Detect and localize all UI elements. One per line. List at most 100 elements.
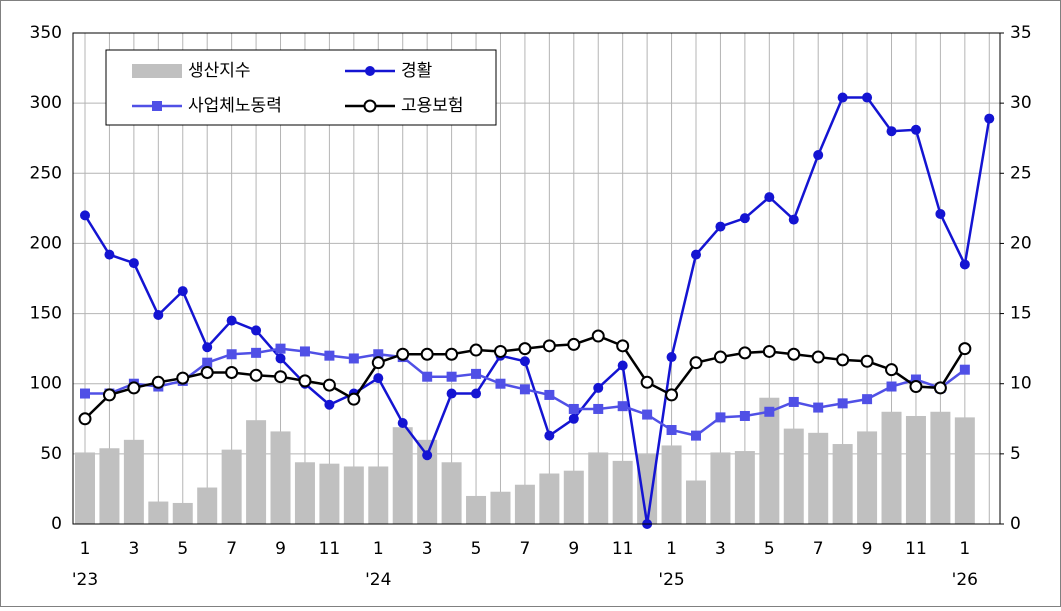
y-tick-label: 150 [30, 304, 62, 324]
marker [519, 384, 530, 395]
bar [123, 439, 144, 524]
marker [226, 315, 237, 326]
bar [148, 501, 169, 524]
marker [544, 389, 555, 400]
marker [616, 339, 630, 353]
marker [738, 346, 752, 360]
marker [348, 353, 359, 364]
legend-marker [365, 66, 375, 76]
x-tick-label: 1 [373, 539, 384, 559]
marker [713, 350, 727, 364]
marker [739, 213, 750, 224]
bar [197, 487, 218, 524]
marker [128, 258, 139, 269]
bar [710, 452, 731, 524]
bar [270, 431, 291, 524]
marker [862, 394, 873, 405]
marker [127, 381, 141, 395]
bar [75, 452, 95, 524]
marker [519, 356, 530, 367]
bar [294, 462, 315, 524]
bar [466, 495, 487, 524]
y2-tick-label: 20 [1010, 233, 1032, 253]
bar [954, 417, 975, 524]
bar [368, 466, 389, 524]
marker [298, 374, 312, 388]
bar [808, 432, 829, 524]
marker [862, 92, 873, 103]
marker [715, 412, 726, 423]
marker [226, 349, 237, 360]
marker [689, 356, 703, 370]
bar [612, 460, 633, 524]
marker [691, 249, 701, 260]
bar [172, 502, 193, 524]
bar [246, 420, 267, 524]
marker [347, 392, 361, 406]
marker [837, 92, 848, 103]
bar [661, 445, 682, 524]
y-tick-label: 350 [30, 23, 62, 43]
legend-label: 사업체노동력 [188, 96, 282, 116]
year-label: '26 [952, 570, 978, 590]
marker [762, 344, 776, 358]
marker [617, 401, 628, 412]
legend-marker [363, 99, 377, 113]
y2-tick-label: 10 [1010, 374, 1032, 394]
marker [422, 450, 433, 461]
x-tick-label: 1 [959, 539, 970, 559]
marker [715, 221, 726, 232]
x-tick-label: 3 [128, 539, 139, 559]
bar [905, 415, 926, 524]
legend-label: 생산지수 [188, 61, 251, 81]
marker [420, 347, 434, 361]
marker [958, 342, 972, 356]
marker [787, 347, 801, 361]
marker [322, 378, 336, 392]
bar [539, 473, 560, 524]
marker [373, 349, 384, 360]
y2-tick-label: 35 [1010, 23, 1032, 43]
marker [544, 430, 555, 441]
marker [739, 410, 750, 421]
marker [324, 350, 335, 361]
bar [637, 453, 658, 524]
y-tick-label: 250 [30, 163, 62, 183]
marker [495, 378, 506, 389]
y-tick-label: 50 [40, 444, 62, 464]
marker [445, 347, 459, 361]
marker [666, 352, 677, 363]
marker [200, 365, 214, 379]
marker [471, 368, 482, 379]
bar [392, 427, 413, 524]
legend-label: 고용보험 [401, 96, 464, 116]
marker [202, 357, 213, 368]
bar [441, 462, 462, 524]
x-tick-label: 3 [422, 539, 433, 559]
marker [910, 374, 921, 385]
marker [593, 382, 604, 393]
year-label: '23 [72, 570, 98, 590]
x-tick-label: 7 [813, 539, 824, 559]
plot-frame [72, 32, 1001, 525]
y2-tick-label: 30 [1010, 93, 1032, 113]
bar [221, 449, 242, 524]
marker [886, 381, 897, 392]
year-label: '25 [658, 570, 684, 590]
marker [691, 430, 701, 441]
bar [734, 451, 755, 524]
legend-label: 경활 [401, 61, 432, 81]
y-tick-label: 0 [51, 514, 62, 534]
y2-tick-label: 25 [1010, 163, 1032, 183]
marker [909, 380, 923, 394]
marker [640, 375, 654, 389]
bar [514, 484, 535, 524]
marker [764, 406, 775, 417]
legend-swatch [132, 64, 182, 78]
x-tick-label: 9 [862, 539, 873, 559]
marker [153, 309, 164, 320]
marker [202, 342, 213, 353]
marker [933, 381, 947, 395]
marker [80, 388, 90, 399]
marker [910, 124, 921, 135]
